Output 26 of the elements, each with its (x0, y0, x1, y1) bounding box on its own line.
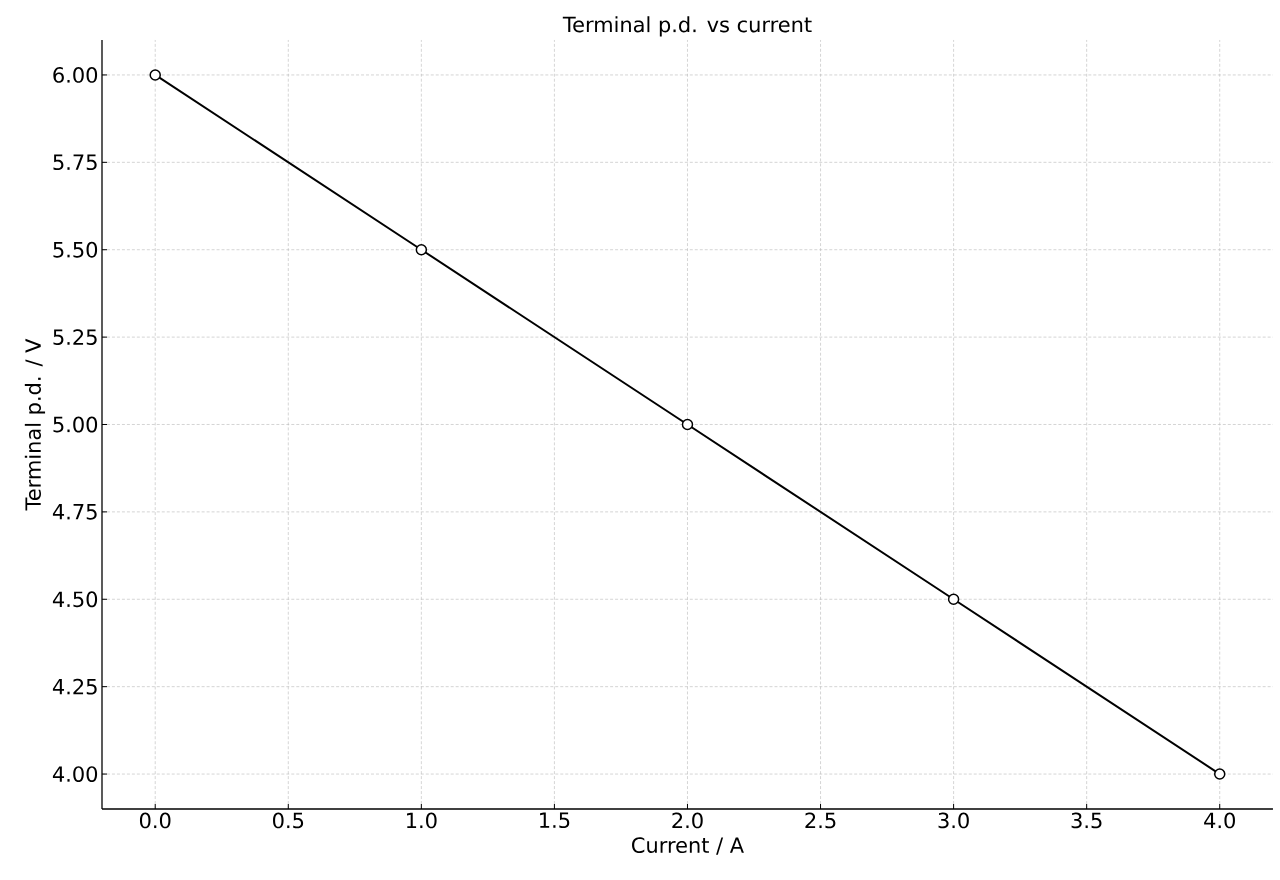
x-tick-label: 3.0 (938, 812, 969, 829)
y-tick-label: 5.25 (53, 329, 97, 346)
y-tick-label: 4.00 (52, 766, 98, 782)
x-tick-label: 2.0 (672, 812, 703, 829)
y-tick-label: 5.00 (53, 416, 98, 433)
x-tick-label: 4.0 (1204, 812, 1235, 829)
x-tick-label: 2.5 (805, 812, 836, 829)
x-tick-label: 3.5 (1071, 812, 1102, 829)
y-axis-title: Terminal p.d. / V (24, 338, 46, 511)
y-tick-label: 5.50 (53, 241, 98, 258)
x-tick-label: 0.0 (139, 812, 171, 829)
point (149, 69, 161, 81)
chart-title: Terminal p.d. vs current (562, 16, 812, 37)
x-tick-label: 1.5 (540, 812, 570, 829)
y-tick-label: 4.50 (52, 591, 98, 608)
y-tick-label: 4.25 (52, 678, 97, 695)
point (1213, 768, 1226, 780)
x-tick-label: 0.5 (273, 812, 304, 829)
point (681, 418, 694, 431)
y-tick-label: 4.75 (52, 504, 97, 520)
x-axis-title: Current / A (632, 837, 744, 855)
point (947, 593, 960, 606)
point (415, 243, 428, 256)
y-tick-label: 5.75 (53, 154, 97, 171)
y-tick-label: 6.00 (53, 67, 98, 83)
x-tick-label: 1.0 (407, 812, 437, 829)
